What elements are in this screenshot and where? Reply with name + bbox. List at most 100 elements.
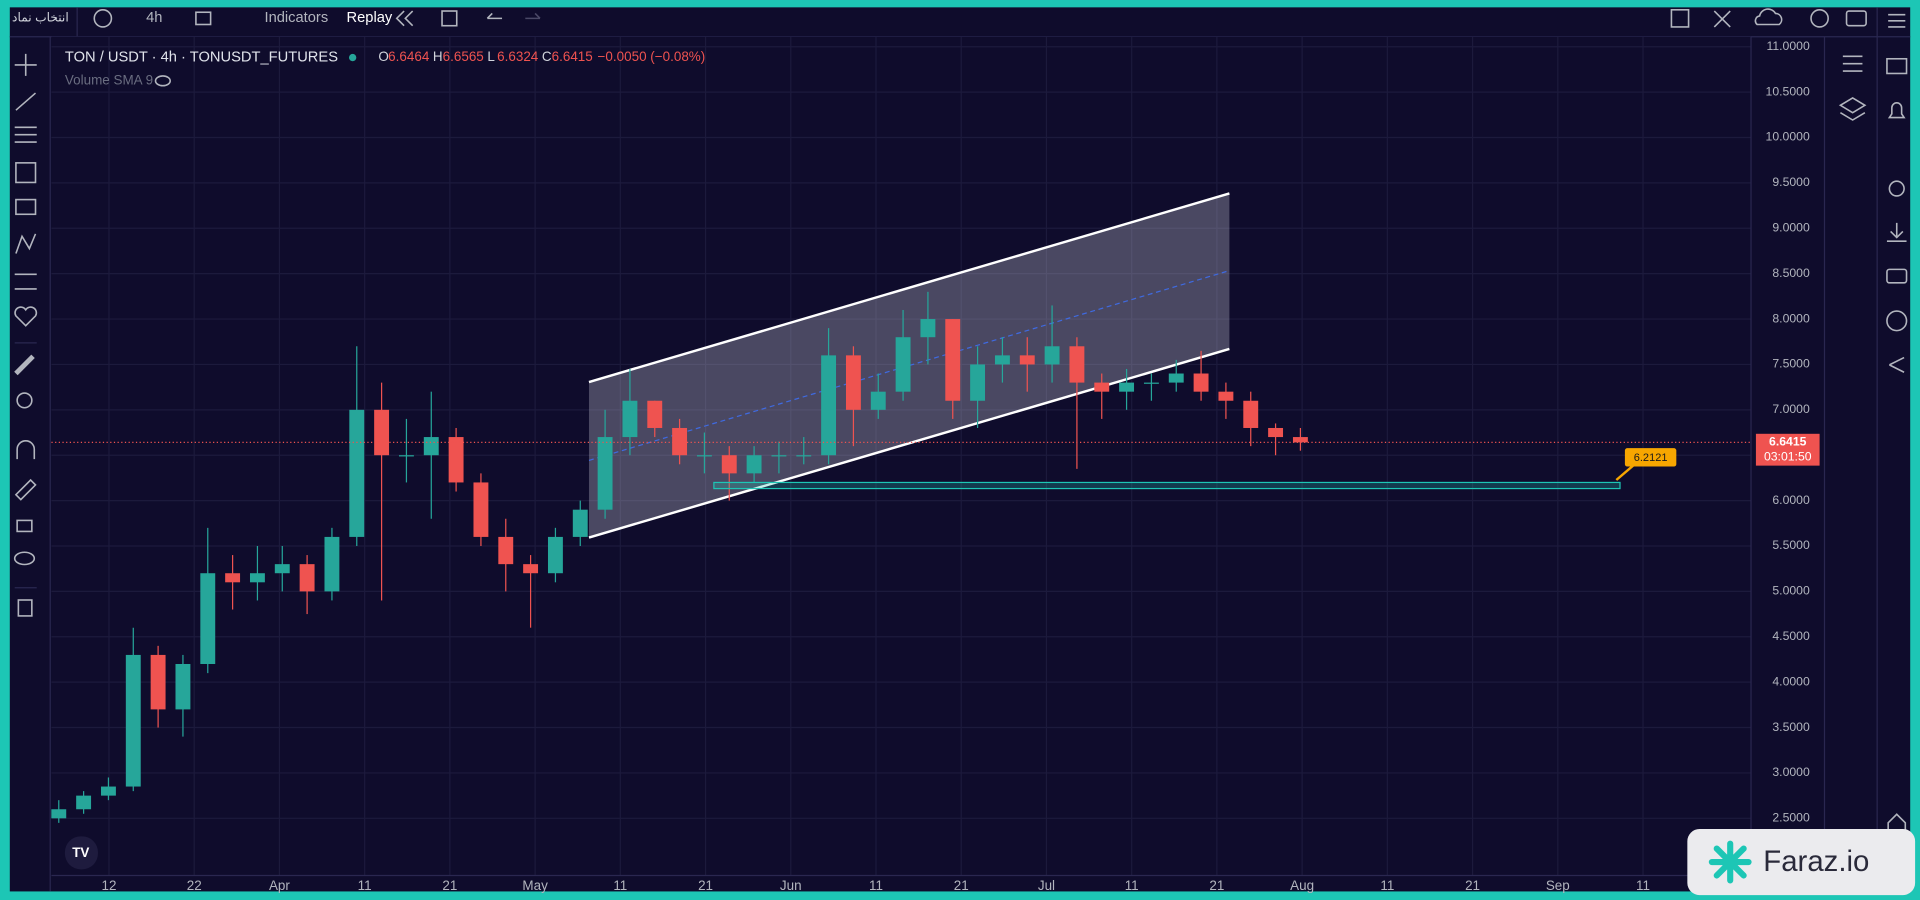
- x-tick-label: 21: [442, 878, 457, 893]
- candle-body: [51, 809, 67, 819]
- candle-body: [1243, 400, 1259, 428]
- change-value: −0.0050 (−0.08%): [598, 49, 706, 64]
- snapshot-icon[interactable]: [1845, 10, 1867, 27]
- x-tick-label: 11: [869, 878, 883, 893]
- candle-body: [1119, 382, 1135, 392]
- ruler-tool[interactable]: [14, 354, 35, 376]
- candle-body: [249, 573, 265, 583]
- x-tick-label: 21: [1209, 878, 1224, 893]
- y-tick-label: 5.5000: [1772, 538, 1810, 552]
- visibility-icon[interactable]: [154, 75, 171, 87]
- y-tick-label: 8.5000: [1772, 266, 1810, 280]
- candle-body: [523, 564, 539, 574]
- chart-type-icon[interactable]: [195, 11, 212, 26]
- magnet-tool[interactable]: [16, 440, 36, 460]
- undo-icon[interactable]: [486, 12, 503, 20]
- x-tick-label: 21: [954, 878, 969, 893]
- y-tick-label: 9.5000: [1772, 175, 1810, 189]
- text-tool[interactable]: [15, 198, 37, 216]
- candle-body: [324, 536, 340, 592]
- x-tick-label: 21: [698, 878, 713, 893]
- left-toolbar: [13, 36, 51, 892]
- crosshair-tool[interactable]: [14, 53, 37, 76]
- channel-upper: [588, 192, 1230, 384]
- prediction-tool[interactable]: [14, 273, 37, 290]
- download-icon[interactable]: [1886, 222, 1907, 243]
- cloud-icon[interactable]: [1754, 8, 1783, 26]
- candle-body: [423, 437, 439, 456]
- pattern-tool[interactable]: [15, 233, 37, 254]
- candle-body: [746, 455, 762, 474]
- x-tick-label: Apr: [269, 878, 290, 893]
- ohlc-key: L: [487, 49, 495, 64]
- candle-body: [76, 795, 92, 810]
- y-tick-label: 5.0000: [1772, 584, 1810, 598]
- ohlc-value: 6.6324: [497, 49, 539, 64]
- watchlist-icon[interactable]: [1886, 57, 1908, 75]
- lock-tool[interactable]: [16, 519, 33, 533]
- candle-body: [1168, 373, 1184, 383]
- candle-body: [821, 355, 837, 456]
- x-tick-label: Sep: [1546, 878, 1570, 893]
- candle-body: [994, 355, 1010, 365]
- status-dot: [348, 53, 357, 62]
- card-icon[interactable]: [1886, 268, 1908, 284]
- candle-body: [1069, 346, 1085, 383]
- x-tick-label: Jun: [780, 878, 802, 893]
- y-tick-label: 3.5000: [1772, 720, 1810, 734]
- fib-tool[interactable]: [14, 126, 37, 143]
- zone-connector: [1615, 464, 1635, 481]
- candle-body: [696, 455, 712, 457]
- replay-button[interactable]: Replay: [347, 10, 393, 26]
- ohlc-value: 6.6565: [443, 49, 484, 64]
- candle-body: [1044, 346, 1060, 365]
- add-symbol-icon[interactable]: [93, 9, 113, 28]
- interval-button[interactable]: 4h: [146, 10, 162, 26]
- y-tick-label: 11.0000: [1766, 39, 1810, 53]
- y-tick-label: 10.5000: [1766, 84, 1810, 98]
- legend: TON / USDT · 4h · TONUSDT_FUTURES: [65, 49, 338, 65]
- delete-tool[interactable]: [17, 599, 33, 617]
- profile-icon[interactable]: [1886, 310, 1908, 332]
- x-tick-label: Aug: [1290, 878, 1314, 893]
- candle-body: [448, 437, 464, 483]
- trendline-tool[interactable]: [15, 92, 37, 111]
- symbol-button[interactable]: انتخاب نماد: [12, 11, 69, 25]
- layout-icon[interactable]: [441, 10, 458, 27]
- x-tick-label: 11: [1636, 878, 1650, 893]
- menu-icon[interactable]: [1888, 13, 1906, 28]
- settings-icon[interactable]: [1810, 9, 1829, 28]
- draw-mode-tool[interactable]: [14, 478, 37, 501]
- fullscreen-icon[interactable]: [1670, 9, 1690, 28]
- zoom-tool[interactable]: [16, 392, 33, 409]
- candle-body: [870, 391, 886, 410]
- y-tick-label: 2.5000: [1772, 811, 1810, 825]
- x-tick-label: May: [522, 878, 548, 893]
- settings-icon[interactable]: [1888, 180, 1905, 197]
- expand-icon[interactable]: [1713, 10, 1731, 28]
- favorites-tool[interactable]: [14, 306, 38, 327]
- ohlc-legend: O 6.6464 H 6.6565 L 6.6324 C 6.6415 −0.0050 (−0.…: [378, 49, 705, 64]
- candle-body: [597, 437, 613, 510]
- layers-icon[interactable]: [1838, 97, 1867, 121]
- candle-body: [274, 564, 290, 574]
- candle-body: [622, 400, 638, 438]
- indicators-button[interactable]: Indicators: [264, 10, 328, 26]
- candle-body: [1094, 382, 1110, 392]
- share-icon[interactable]: [1889, 356, 1905, 373]
- x-tick-label: 11: [1380, 878, 1394, 893]
- watermark: Faraz.io: [1763, 845, 1869, 878]
- candle-body: [299, 564, 315, 592]
- object-tree-icon[interactable]: [1842, 55, 1863, 72]
- y-tick-label: 6.0000: [1772, 493, 1810, 507]
- x-tick-label: 11: [358, 878, 372, 893]
- redo-icon[interactable]: [525, 12, 541, 20]
- hide-tool[interactable]: [13, 551, 36, 566]
- alerts-icon[interactable]: [1887, 102, 1906, 119]
- candle-body: [771, 455, 787, 457]
- watermark-box: [1687, 828, 1916, 896]
- candle-body: [1292, 437, 1308, 443]
- x-tick-label: 22: [187, 878, 202, 893]
- shape-tool[interactable]: [15, 162, 37, 184]
